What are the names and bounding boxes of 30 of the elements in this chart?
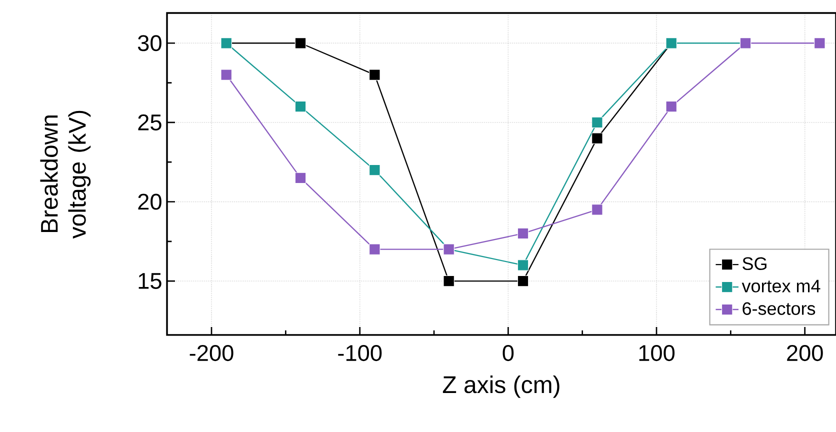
x-tick-label: 0 — [502, 345, 514, 362]
point — [369, 69, 380, 80]
point — [517, 275, 529, 287]
point — [220, 69, 232, 80]
point — [443, 275, 454, 287]
point — [814, 38, 826, 49]
point — [294, 100, 306, 112]
point — [517, 260, 529, 271]
point — [666, 100, 677, 112]
y-tick-label: 20 — [138, 194, 162, 210]
legend-label: 6-sectors — [742, 302, 816, 315]
x-tick-label: 100 — [639, 345, 675, 362]
point — [517, 228, 529, 240]
x-tick-label: -200 — [190, 345, 234, 362]
y-axis-title: Breakdown voltage (kV) — [40, 110, 91, 239]
point — [294, 172, 306, 184]
legend-label: vortex m4 — [742, 280, 820, 292]
point — [369, 244, 380, 255]
point — [592, 204, 603, 216]
x-tick-label: 200 — [787, 345, 823, 362]
point — [592, 116, 603, 128]
x-tick-label: -100 — [338, 345, 382, 362]
y-tick-label: 30 — [138, 35, 162, 52]
point — [592, 132, 603, 144]
x-axis-title: Z axis (cm) — [442, 376, 560, 398]
legend-label: SG — [742, 257, 766, 270]
y-tick-label: 25 — [138, 114, 162, 130]
y-tick-label: 15 — [138, 273, 162, 289]
point — [369, 164, 380, 176]
point — [294, 38, 306, 49]
